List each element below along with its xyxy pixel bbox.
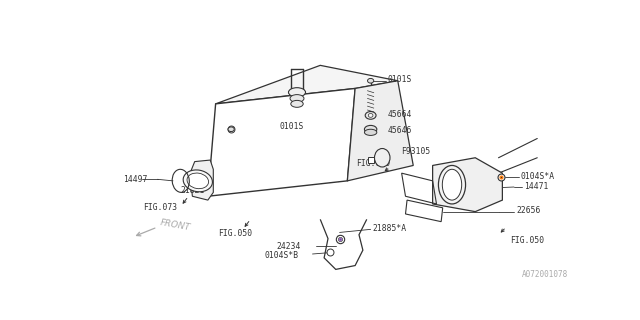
Text: 14471: 14471 xyxy=(524,182,548,191)
Text: FIG.050: FIG.050 xyxy=(510,236,544,245)
Ellipse shape xyxy=(365,112,376,119)
Ellipse shape xyxy=(364,129,377,135)
Text: 0104S*A: 0104S*A xyxy=(521,172,555,181)
Text: FIG.073: FIG.073 xyxy=(143,203,178,212)
Text: 14497: 14497 xyxy=(123,175,147,184)
Polygon shape xyxy=(190,160,213,200)
Text: 0104S*B: 0104S*B xyxy=(264,251,299,260)
Polygon shape xyxy=(433,158,502,212)
Ellipse shape xyxy=(438,165,465,204)
Text: 0101S: 0101S xyxy=(279,123,303,132)
Text: FIG.050: FIG.050 xyxy=(356,159,390,168)
Ellipse shape xyxy=(367,78,374,83)
Polygon shape xyxy=(216,65,397,104)
Text: FIG.050: FIG.050 xyxy=(218,229,252,238)
Ellipse shape xyxy=(187,173,209,189)
Ellipse shape xyxy=(368,114,373,117)
Ellipse shape xyxy=(183,170,212,192)
Text: FRONT: FRONT xyxy=(160,219,191,233)
Text: F93105: F93105 xyxy=(402,147,431,156)
Text: 21885*A: 21885*A xyxy=(372,224,406,233)
Text: 24234: 24234 xyxy=(276,242,300,251)
Ellipse shape xyxy=(291,100,303,107)
Ellipse shape xyxy=(228,127,234,132)
Text: 0101S: 0101S xyxy=(388,76,412,84)
Ellipse shape xyxy=(364,125,377,133)
Ellipse shape xyxy=(374,148,390,167)
Text: 22656: 22656 xyxy=(516,206,541,215)
Polygon shape xyxy=(348,81,413,181)
Text: 21821: 21821 xyxy=(180,186,205,195)
Ellipse shape xyxy=(442,169,461,200)
Text: 45646: 45646 xyxy=(388,125,412,134)
Polygon shape xyxy=(208,88,355,196)
Text: A072001078: A072001078 xyxy=(522,270,568,279)
Text: 45664: 45664 xyxy=(388,110,412,119)
Ellipse shape xyxy=(290,95,304,102)
Ellipse shape xyxy=(289,88,305,97)
